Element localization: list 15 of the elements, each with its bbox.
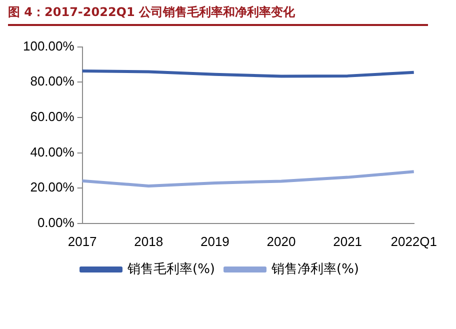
y-tick-label: 80.00% xyxy=(30,74,75,89)
x-tick-label: 2020 xyxy=(266,234,296,249)
y-tick-label: 60.00% xyxy=(30,109,75,124)
x-tick-label: 2018 xyxy=(134,234,164,249)
chart-title: 图 4：2017-2022Q1 公司销售毛利率和净利率变化 xyxy=(8,4,428,26)
y-tick-label: 100.00% xyxy=(22,38,75,54)
y-tick-label: 0.00% xyxy=(37,214,75,230)
x-tick-label: 2019 xyxy=(200,234,230,249)
x-tick-label: 2017 xyxy=(68,234,97,249)
legend-label: 销售净利率(%) xyxy=(270,260,359,277)
legend-label: 销售毛利率(%) xyxy=(126,260,216,277)
x-tick-label: 2021 xyxy=(333,234,362,249)
y-tick-label: 40.00% xyxy=(30,144,75,160)
x-tick-label: 2022Q1 xyxy=(390,234,437,249)
y-tick-label: 20.00% xyxy=(30,180,75,195)
